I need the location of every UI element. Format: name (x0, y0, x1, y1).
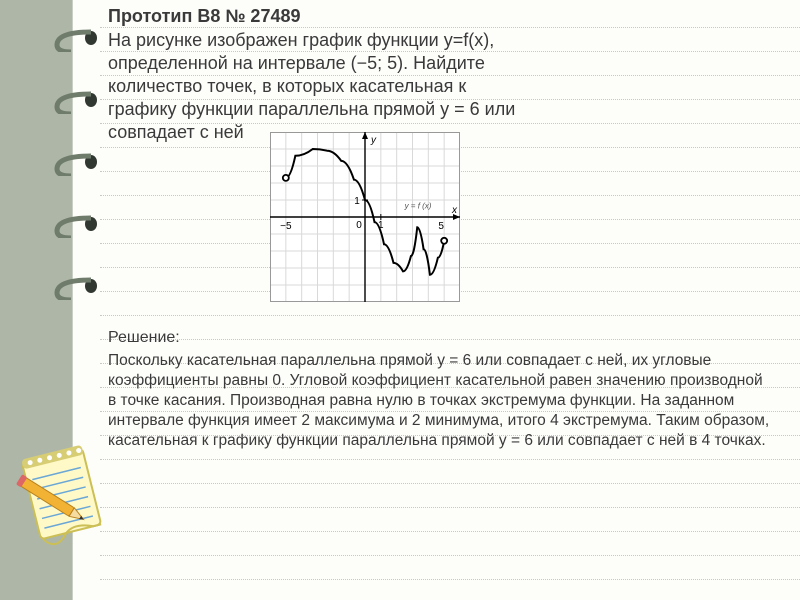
svg-text:−5: −5 (280, 221, 292, 232)
svg-text:1: 1 (354, 196, 360, 207)
svg-text:0: 0 (356, 220, 362, 231)
problem-line: графику функции параллельна прямой y = 6… (108, 99, 515, 119)
function-graph: −55011xyy = f (x) (270, 132, 460, 302)
svg-text:y: y (370, 135, 377, 146)
solution-body: Поскольку касательная параллельна прямой… (108, 351, 770, 452)
svg-text:x: x (451, 205, 458, 216)
problem-line: На рисунке изображен график функции y=f(… (108, 30, 494, 50)
problem-text: На рисунке изображен график функции y=f(… (108, 29, 718, 144)
notepad-clipart-icon (8, 430, 108, 560)
problem-line: количество точек, в которых касательная … (108, 76, 466, 96)
svg-text:y = f (x): y = f (x) (404, 202, 432, 211)
svg-text:5: 5 (438, 221, 444, 232)
solution-title: Решение: (108, 328, 770, 349)
problem-line: определенной на интервале (−5; 5). Найди… (108, 53, 485, 73)
problem-line: совпадает с ней (108, 122, 244, 142)
problem-block: Прототип B8 № 27489 На рисунке изображен… (108, 6, 772, 144)
solution-block: Решение: Поскольку касательная параллель… (108, 328, 770, 452)
problem-title: Прототип B8 № 27489 (108, 6, 772, 27)
